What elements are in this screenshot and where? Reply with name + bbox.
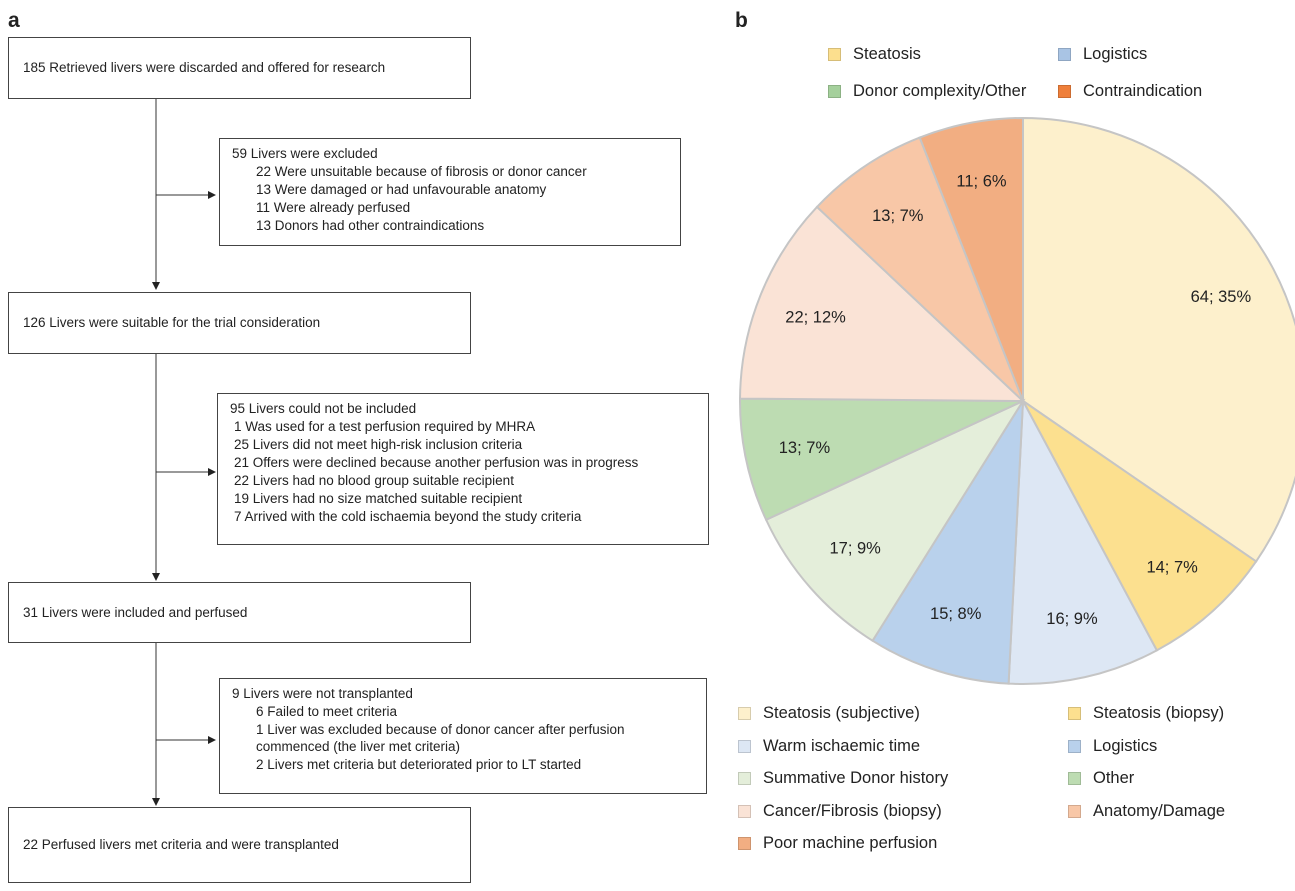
legend-label: Summative Donor history <box>763 769 949 787</box>
exclusion-1-item: 13 Were damaged or had unfavourable anat… <box>256 182 547 197</box>
pie-slice <box>739 205 1026 403</box>
legend-swatch <box>828 85 841 98</box>
exclusion-1-item: 11 Were already perfused <box>256 200 411 215</box>
bottom-legend-item: Warm ischaemic time <box>738 737 920 756</box>
legend-swatch <box>738 837 751 850</box>
pie-slice-label: 13; 7% <box>779 439 831 457</box>
legend-label: Cancer/Fibrosis (biopsy) <box>763 802 942 820</box>
pie-slice <box>1007 397 1159 685</box>
pie-slice <box>871 397 1025 685</box>
pie-slice-label: 11; 6% <box>956 172 1006 190</box>
legend-label: Steatosis (biopsy) <box>1093 704 1225 722</box>
legend-label: Anatomy/Damage <box>1093 802 1226 820</box>
pie-slice <box>918 116 1024 402</box>
exclusion-3-item: 1 Liver was excluded because of donor ca… <box>256 722 625 737</box>
top-legend-item: Donor complexity/Other <box>828 82 1026 101</box>
legend-swatch <box>1068 740 1081 753</box>
pie-slice-label: 64; 35% <box>1191 288 1252 306</box>
flow-box-transplanted: 22 Perfused livers met criteria and were… <box>8 807 471 883</box>
legend-swatch <box>738 707 751 720</box>
bottom-legend-item: Summative Donor history <box>738 769 948 788</box>
exclusion-2-item: 22 Livers had no blood group suitable re… <box>234 473 514 488</box>
exclusion-2-item: 19 Livers had no size matched suitable r… <box>234 491 523 506</box>
pie-slice <box>815 136 1024 402</box>
pie-slice-label: 17; 9% <box>829 540 881 558</box>
flow-box-suitable-text: 126 Livers were suitable for the trial c… <box>23 315 321 330</box>
legend-label: Donor complexity/Other <box>853 82 1027 100</box>
legend-swatch <box>1058 48 1071 61</box>
top-legend-item: Steatosis <box>828 45 921 64</box>
bottom-legend-item: Poor machine perfusion <box>738 834 937 853</box>
bottom-legend-item: Other <box>1068 769 1134 788</box>
bottom-legend-item: Logistics <box>1068 737 1157 756</box>
legend-swatch <box>1068 805 1081 818</box>
flow-box-transplanted-text: 22 Perfused livers met criteria and were… <box>23 837 339 852</box>
legend-label: Poor machine perfusion <box>763 834 938 852</box>
legend-label: Warm ischaemic time <box>763 737 921 755</box>
legend-label: Steatosis <box>853 45 921 63</box>
exclusion-2-item: 21 Offers were declined because another … <box>234 455 639 470</box>
flowchart-connectors <box>152 99 216 806</box>
panel-b-letter: b <box>735 9 748 32</box>
top-legend-item: Contraindication <box>1058 82 1202 101</box>
legend-label: Logistics <box>1083 45 1148 63</box>
legend-swatch <box>738 772 751 785</box>
exclusion-box-2: 95 Livers could not be included 1 Was us… <box>217 393 709 545</box>
bottom-legend-item: Anatomy/Damage <box>1068 802 1225 821</box>
exclusion-1-item: 13 Donors had other contraindications <box>256 218 485 233</box>
top-legend-item: Logistics <box>1058 45 1147 64</box>
exclusion-1-title: 59 Livers were excluded <box>232 146 378 161</box>
bottom-legend-item: Steatosis (biopsy) <box>1068 704 1224 723</box>
legend-swatch <box>1068 772 1081 785</box>
pie-slice <box>1022 116 1295 563</box>
exclusion-box-1: 59 Livers were excluded 22 Were unsuitab… <box>219 138 681 246</box>
exclusion-2-item: 1 Was used for a test perfusion required… <box>234 419 536 434</box>
legend-swatch <box>738 805 751 818</box>
exclusion-1-item: 22 Were unsuitable because of fibrosis o… <box>256 164 587 179</box>
panel-a-letter: a <box>8 9 20 32</box>
exclusion-2-title: 95 Livers could not be included <box>230 401 417 416</box>
pie-slice-label: 16; 9% <box>1046 610 1098 628</box>
flow-box-retrieved-text: 185 Retrieved livers were discarded and … <box>23 60 386 75</box>
legend-swatch <box>738 740 751 753</box>
legend-swatch <box>1068 707 1081 720</box>
flow-box-retrieved: 185 Retrieved livers were discarded and … <box>8 37 471 99</box>
legend-label: Logistics <box>1093 737 1158 755</box>
flow-box-suitable: 126 Livers were suitable for the trial c… <box>8 292 471 354</box>
legend-label: Steatosis (subjective) <box>763 704 920 722</box>
flow-box-perfused: 31 Livers were included and perfused <box>8 582 471 643</box>
pie-slice <box>1022 400 1258 652</box>
bottom-legend-item: Cancer/Fibrosis (biopsy) <box>738 802 942 821</box>
pie-slice-label: 22; 12% <box>785 309 846 327</box>
legend-swatch <box>1058 85 1071 98</box>
pie-slice-label: 15; 8% <box>930 605 982 623</box>
exclusion-3-item: 6 Failed to meet criteria <box>256 704 398 719</box>
pie-slice <box>739 397 1024 522</box>
exclusion-box-3: 9 Livers were not transplanted 6 Failed … <box>219 678 707 794</box>
exclusion-3-item: commenced (the liver met criteria) <box>256 739 461 754</box>
legend-label: Contraindication <box>1083 82 1203 100</box>
legend-swatch <box>828 48 841 61</box>
exclusion-3-title: 9 Livers were not transplanted <box>232 686 413 701</box>
flow-box-perfused-text: 31 Livers were included and perfused <box>23 604 248 620</box>
pie-slice-label: 14; 7% <box>1146 559 1198 577</box>
exclusion-3-item: 2 Livers met criteria but deteriorated p… <box>256 757 582 772</box>
pie-slice <box>764 398 1026 643</box>
legend-label: Other <box>1093 769 1135 787</box>
bottom-legend-item: Steatosis (subjective) <box>738 704 920 723</box>
pie-slice-label: 13; 7% <box>872 207 924 225</box>
exclusion-2-item: 7 Arrived with the cold ischaemia beyond… <box>234 509 582 524</box>
exclusion-2-item: 25 Livers did not meet high-risk inclusi… <box>234 437 523 452</box>
